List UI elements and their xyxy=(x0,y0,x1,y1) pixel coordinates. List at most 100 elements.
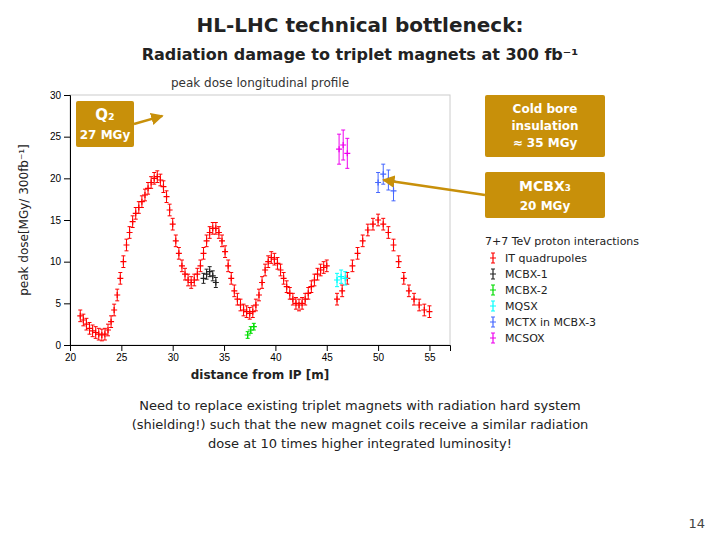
error-bar xyxy=(376,214,380,226)
error-bar xyxy=(381,218,385,230)
point xyxy=(219,238,225,244)
point xyxy=(108,319,114,325)
x-tick-label: 20 xyxy=(65,352,77,363)
annotation-box-bg xyxy=(485,95,605,157)
error-bar xyxy=(232,285,236,297)
error-bar xyxy=(392,181,396,201)
x-tick-label: 30 xyxy=(168,352,180,363)
error-bar xyxy=(361,235,365,247)
error-bar xyxy=(376,173,380,193)
x-tick: 40 xyxy=(270,345,282,363)
series xyxy=(334,270,348,287)
x-axis-title: distance from IP [m] xyxy=(191,368,330,382)
x-tick-mark xyxy=(224,345,225,351)
error-bar xyxy=(205,235,209,247)
error-bar xyxy=(319,264,323,276)
point xyxy=(334,277,340,283)
error-bar xyxy=(417,299,421,311)
error-bar xyxy=(189,277,193,289)
title: HL-LHC technical bottleneck: xyxy=(197,13,524,37)
point xyxy=(284,284,290,290)
annotation-arrow xyxy=(383,180,485,195)
point xyxy=(416,302,422,308)
legend-label: MCBX-1 xyxy=(505,268,548,281)
point xyxy=(123,242,129,248)
error-bar xyxy=(345,138,349,168)
point xyxy=(142,192,148,198)
legend-item: MCTX in MCBX-3 xyxy=(490,316,596,329)
legend-label: MQSX xyxy=(505,300,538,313)
legend-symbol xyxy=(490,269,496,279)
error-bar xyxy=(220,235,224,247)
error-bar xyxy=(118,273,122,285)
point xyxy=(225,263,231,269)
x-tick: 45 xyxy=(322,345,334,363)
point xyxy=(207,269,213,275)
error-bar xyxy=(198,260,202,272)
point xyxy=(173,238,179,244)
error-bar xyxy=(106,324,110,336)
error-bar xyxy=(238,299,242,311)
y-axis-title: peak dose[MGy/ 300fb⁻¹] xyxy=(17,144,31,296)
point xyxy=(120,259,126,265)
point xyxy=(237,302,243,308)
point xyxy=(426,309,432,315)
error-bar xyxy=(350,260,354,272)
error-bar xyxy=(335,273,339,286)
error-bar xyxy=(427,306,431,318)
error-bar xyxy=(208,267,212,277)
x-tick-label: 50 xyxy=(373,352,385,363)
x-tick-mark xyxy=(378,345,379,351)
point xyxy=(170,221,176,227)
error-bar xyxy=(285,281,289,293)
error-bar xyxy=(205,269,209,279)
point xyxy=(365,227,371,233)
point xyxy=(324,263,330,269)
footer-text: (shielding!) such that the new magnet co… xyxy=(132,417,589,432)
y-tick-mark xyxy=(64,345,70,346)
error-bar xyxy=(412,293,416,305)
error-bar xyxy=(202,273,206,283)
error-bar xyxy=(115,289,119,301)
error-bar xyxy=(246,332,250,339)
point xyxy=(250,309,256,315)
error-bar xyxy=(325,260,329,272)
error-bar xyxy=(251,306,255,318)
error-bar xyxy=(309,281,313,293)
legend-label: MCSOX xyxy=(505,332,545,345)
error-bar xyxy=(180,260,184,272)
error-bar xyxy=(131,216,135,228)
point xyxy=(305,290,311,296)
point xyxy=(117,275,123,281)
x-tick: 50 xyxy=(373,345,385,363)
annotation-text: 27 MGy xyxy=(80,128,131,142)
annotation-text: Q₂ xyxy=(95,106,114,124)
point xyxy=(259,280,265,286)
error-bar xyxy=(171,218,175,230)
point xyxy=(167,207,173,213)
y-axis-line xyxy=(64,96,71,346)
y-tick-mark xyxy=(64,137,70,138)
error-bar xyxy=(143,189,147,201)
error-bar xyxy=(202,248,206,260)
point xyxy=(342,275,348,281)
point xyxy=(340,142,346,148)
x-tick-label: 40 xyxy=(270,352,282,363)
legend-title: 7+7 TeV proton interactions xyxy=(485,235,639,248)
x-tick-mark xyxy=(121,345,122,351)
x-tick: 25 xyxy=(116,345,128,363)
error-bar xyxy=(257,289,261,301)
error-bar xyxy=(422,304,426,316)
error-bar xyxy=(158,174,162,186)
error-bar xyxy=(124,239,128,251)
series xyxy=(336,130,350,168)
error-bar xyxy=(337,134,341,164)
series xyxy=(245,323,257,338)
point xyxy=(228,275,234,281)
x-tick-label: 35 xyxy=(219,352,231,363)
error-bar xyxy=(223,246,227,258)
error-bar xyxy=(177,248,181,260)
point xyxy=(114,292,120,298)
point xyxy=(160,184,166,190)
legend: 7+7 TeV proton interactionsIT quadrupole… xyxy=(485,235,639,345)
